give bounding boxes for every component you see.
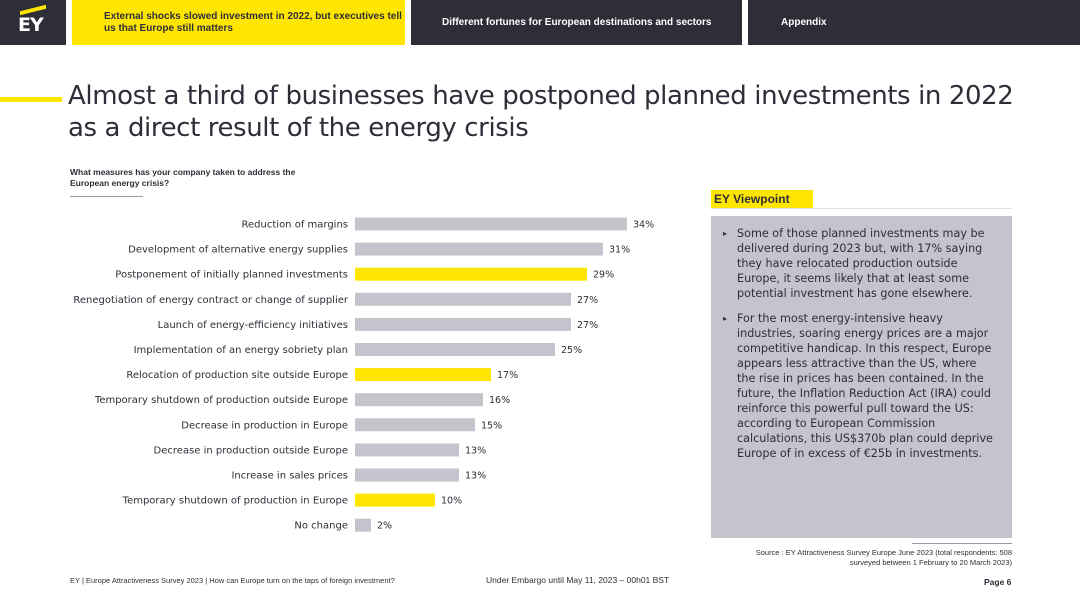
survey-question: What measures has your company taken to … — [70, 167, 296, 188]
bar — [355, 443, 459, 457]
ey-logo[interactable]: EY — [0, 0, 66, 45]
bar — [355, 343, 555, 356]
bar — [355, 292, 571, 306]
viewpoint-tag: EY Viewpoint — [711, 190, 813, 208]
footer-embargo: Under Embargo until May 11, 2023 – 00h01… — [486, 575, 670, 585]
data-label: 27% — [577, 320, 598, 331]
tab-different-fortunes[interactable]: Different fortunes for European destinat… — [411, 0, 742, 45]
bar — [355, 317, 571, 331]
data-label: 16% — [489, 395, 510, 406]
tab-external-shocks[interactable]: External shocks slowed investment in 202… — [72, 0, 405, 45]
question-divider — [70, 196, 143, 197]
bar — [355, 267, 587, 281]
data-label: 27% — [577, 295, 598, 306]
page-title: Almost a third of businesses have postpo… — [68, 81, 1014, 143]
bar — [355, 518, 371, 532]
data-label: 15% — [481, 420, 502, 431]
viewpoint-panel: ▸ Some of those planned investments may … — [711, 216, 1012, 538]
viewpoint-item-text: Some of those planned investments may be… — [737, 227, 985, 300]
bar — [355, 493, 435, 507]
source-note: Source : EY Attractiveness Survey Europe… — [755, 548, 1012, 567]
bar — [355, 418, 475, 432]
bar — [355, 242, 603, 256]
category-label: Temporary shutdown of production in Euro… — [122, 496, 348, 507]
category-label: Relocation of production site outside Eu… — [126, 370, 348, 381]
data-label: 31% — [609, 245, 630, 256]
category-label: Postponement of initially planned invest… — [115, 270, 348, 281]
bar — [355, 393, 483, 407]
viewpoint-item-text: For the most energy-intensive heavy indu… — [737, 312, 993, 460]
category-label: Increase in sales prices — [231, 471, 348, 482]
category-label: Reduction of margins — [242, 220, 348, 231]
source-divider — [912, 543, 1012, 544]
viewpoint-item: ▸ For the most energy-intensive heavy in… — [723, 311, 996, 461]
category-label: Decrease in production in Europe — [181, 420, 348, 431]
page-number: Page 6 — [984, 577, 1012, 587]
bullet-icon: ▸ — [723, 229, 728, 238]
measures-bar-chart: Reduction of margins 34% Development of al… — [73, 217, 654, 532]
data-label: 2% — [377, 521, 392, 532]
top-navigation: EY External shocks slowed investment in … — [0, 0, 1080, 45]
data-label: 17% — [497, 370, 518, 381]
category-label: Renegotiation of energy contract or chan… — [73, 295, 348, 306]
bar — [355, 368, 491, 382]
data-label: 10% — [441, 496, 462, 507]
viewpoint-item: ▸ Some of those planned investments may … — [723, 226, 996, 301]
footer-report-title: EY | Europe Attractiveness Survey 2023 |… — [70, 576, 395, 585]
bullet-icon: ▸ — [723, 314, 728, 323]
data-label: 25% — [561, 345, 582, 356]
category-label: Launch of energy-efficiency initiatives — [158, 320, 348, 331]
viewpoint-rule — [711, 208, 1012, 209]
bar — [355, 217, 627, 231]
data-label: 29% — [593, 270, 614, 281]
data-label: 34% — [633, 220, 654, 231]
category-label: Development of alternative energy suppli… — [128, 245, 348, 256]
data-label: 13% — [465, 471, 486, 482]
category-label: Implementation of an energy sobriety pla… — [134, 345, 348, 356]
category-label: Temporary shutdown of production outside… — [94, 395, 348, 406]
tab-appendix[interactable]: Appendix — [748, 0, 1080, 45]
category-label: Decrease in production outside Europe — [154, 445, 348, 456]
category-label: No change — [294, 521, 348, 532]
data-label: 13% — [465, 445, 486, 456]
title-accent-bar — [0, 97, 62, 102]
bar — [355, 468, 459, 482]
logo-text: EY — [18, 14, 44, 36]
